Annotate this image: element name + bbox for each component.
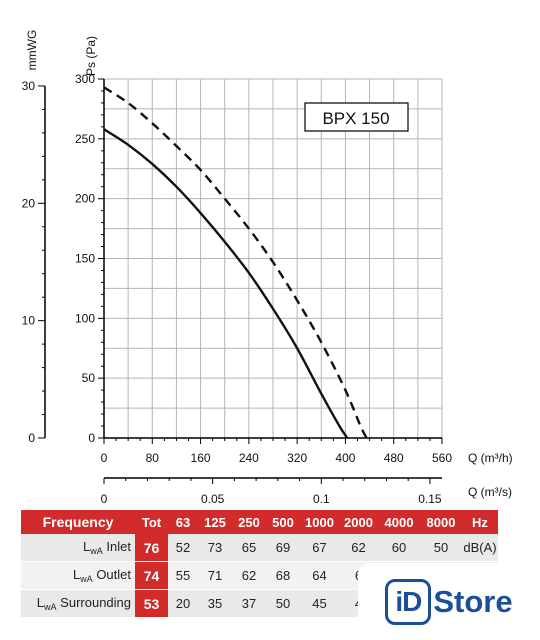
value-cell: 55 (168, 561, 198, 590)
row-label: LwA Surrounding (21, 589, 135, 618)
chart-axes (38, 78, 443, 484)
x-tick-label: 160 (191, 451, 211, 465)
value-cell: 73 (198, 534, 232, 562)
value-cell: 68 (266, 561, 300, 590)
table-header-row: Frequency Tot 63 125 250 500 1000 2000 4… (21, 510, 498, 534)
x-tick-label: 0 (101, 451, 108, 465)
band-header: 1000 (300, 510, 339, 534)
solid-curve (103, 128, 349, 439)
x-tick-label: 240 (239, 451, 259, 465)
value-cell: 62 (232, 561, 266, 590)
x-tick-label: 320 (287, 451, 307, 465)
store-logo-text: Store (433, 583, 513, 619)
table-row: LwA Inlet 76 52 73 65 69 67 62 60 50 dB(… (21, 534, 498, 562)
value-cell: 71 (198, 561, 232, 590)
y-tick-label: 300 (75, 72, 95, 86)
x-axis-title: Q (m³/h) (468, 451, 513, 465)
tot-cell: 76 (135, 534, 168, 562)
tot-cell: 53 (135, 589, 168, 618)
x2-tick-label: 0.05 (201, 492, 225, 506)
value-cell: 69 (266, 534, 300, 562)
band-header: 250 (232, 510, 266, 534)
x2-tick-label: 0 (101, 492, 108, 506)
store-logo: iD Store (358, 563, 540, 640)
y-tick-label: 150 (75, 252, 95, 266)
x-tick-label: 80 (146, 451, 160, 465)
y-tick-label: 200 (75, 192, 95, 206)
band-header: 500 (266, 510, 300, 534)
value-cell: 35 (198, 589, 232, 618)
x2-tick-label: 0.1 (313, 492, 330, 506)
y-tick-label: 250 (75, 132, 95, 146)
tot-header: Tot (135, 510, 168, 534)
chart-series (103, 86, 368, 439)
tot-cell: 74 (135, 561, 168, 590)
id-logo-mark: iD (385, 578, 432, 625)
value-cell: 37 (232, 589, 266, 618)
value-cell: 45 (300, 589, 339, 618)
y-tick-label: 100 (75, 311, 95, 325)
value-cell: 60 (378, 534, 420, 562)
value-cell: 50 (420, 534, 462, 562)
value-cell: 67 (300, 534, 339, 562)
mmwg-tick-label: 0 (28, 431, 35, 445)
x2-tick-label: 0.15 (418, 492, 442, 506)
value-cell: 65 (232, 534, 266, 562)
band-header: 2000 (339, 510, 378, 534)
value-cell: 64 (300, 561, 339, 590)
y-tick-label: 50 (82, 371, 96, 385)
row-label: LwA Outlet (21, 561, 135, 590)
x-tick-label: 480 (384, 451, 404, 465)
x-tick-label: 560 (432, 451, 452, 465)
value-cell: 62 (339, 534, 378, 562)
value-cell: 20 (168, 589, 198, 618)
y-tick-label: 0 (88, 431, 95, 445)
x2-axis-title: Q (m³/s) (468, 485, 512, 499)
band-header: 8000 (420, 510, 462, 534)
model-label-box (304, 102, 409, 132)
chart-grid (104, 78, 443, 438)
band-header: 125 (198, 510, 232, 534)
value-cell: 52 (168, 534, 198, 562)
value-cell: 50 (266, 589, 300, 618)
band-header: 4000 (378, 510, 420, 534)
unit-cell: dB(A) (462, 534, 498, 562)
unit-header: Hz (462, 510, 498, 534)
x-tick-label: 400 (335, 451, 355, 465)
band-header: 63 (168, 510, 198, 534)
mmwg-tick-label: 30 (22, 79, 36, 93)
mmwg-tick-label: 20 (22, 196, 36, 210)
y-axis-title: Ps (Pa) (84, 36, 98, 76)
mmwg-tick-label: 10 (22, 314, 36, 328)
dashed-curve (103, 86, 368, 439)
model-label: BPX 150 (322, 109, 389, 128)
row-label: LwA Inlet (21, 534, 135, 562)
mmwg-axis-title: mmWG (25, 30, 39, 71)
frequency-header: Frequency (21, 510, 135, 534)
